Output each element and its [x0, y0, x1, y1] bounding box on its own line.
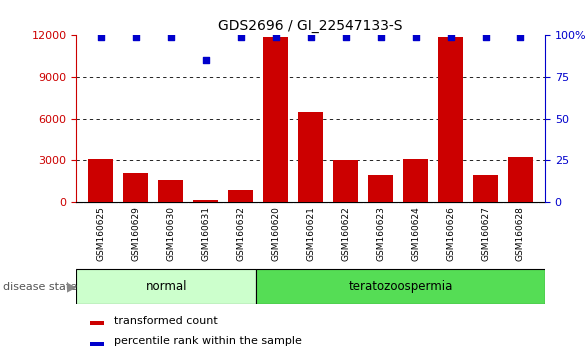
Text: GSM160622: GSM160622 — [341, 206, 350, 261]
Bar — [124, 173, 148, 202]
Point — [446, 34, 455, 40]
Text: GSM160625: GSM160625 — [96, 206, 105, 261]
Point — [96, 34, 105, 40]
Point — [166, 34, 175, 40]
Text: GSM160626: GSM160626 — [446, 206, 455, 261]
Bar — [90, 342, 104, 346]
Title: GDS2696 / GI_22547133-S: GDS2696 / GI_22547133-S — [219, 19, 403, 33]
Point — [481, 34, 490, 40]
Bar — [263, 37, 288, 202]
Bar — [473, 176, 498, 202]
Bar — [193, 200, 218, 202]
Point — [341, 34, 350, 40]
Text: percentile rank within the sample: percentile rank within the sample — [114, 336, 302, 346]
Text: GSM160631: GSM160631 — [201, 206, 210, 262]
Point — [516, 34, 525, 40]
Bar — [333, 160, 358, 202]
Bar — [369, 176, 393, 202]
Point — [376, 34, 385, 40]
Text: GSM160623: GSM160623 — [376, 206, 385, 261]
Text: disease state: disease state — [3, 282, 77, 292]
Text: GSM160630: GSM160630 — [166, 206, 175, 262]
Bar — [438, 37, 463, 202]
Text: GSM160629: GSM160629 — [131, 206, 140, 261]
Text: normal: normal — [145, 280, 187, 293]
Bar — [158, 179, 183, 202]
Point — [201, 58, 210, 63]
Point — [306, 34, 315, 40]
Text: GSM160624: GSM160624 — [411, 206, 420, 261]
Text: transformed count: transformed count — [114, 316, 217, 326]
Point — [131, 34, 140, 40]
Text: GSM160621: GSM160621 — [306, 206, 315, 261]
Point — [411, 34, 420, 40]
Text: GSM160620: GSM160620 — [271, 206, 280, 261]
Bar — [90, 321, 104, 325]
Point — [271, 34, 280, 40]
Text: ▶: ▶ — [67, 280, 77, 293]
Text: GSM160627: GSM160627 — [481, 206, 490, 261]
Text: GSM160628: GSM160628 — [516, 206, 525, 261]
Bar — [76, 269, 257, 304]
Bar — [88, 160, 113, 202]
Bar — [403, 159, 428, 202]
Bar — [229, 190, 253, 202]
Point — [236, 34, 246, 40]
Bar — [508, 158, 533, 202]
Bar — [298, 112, 323, 202]
Text: GSM160632: GSM160632 — [236, 206, 245, 261]
Bar — [257, 269, 545, 304]
Text: teratozoospermia: teratozoospermia — [349, 280, 453, 293]
